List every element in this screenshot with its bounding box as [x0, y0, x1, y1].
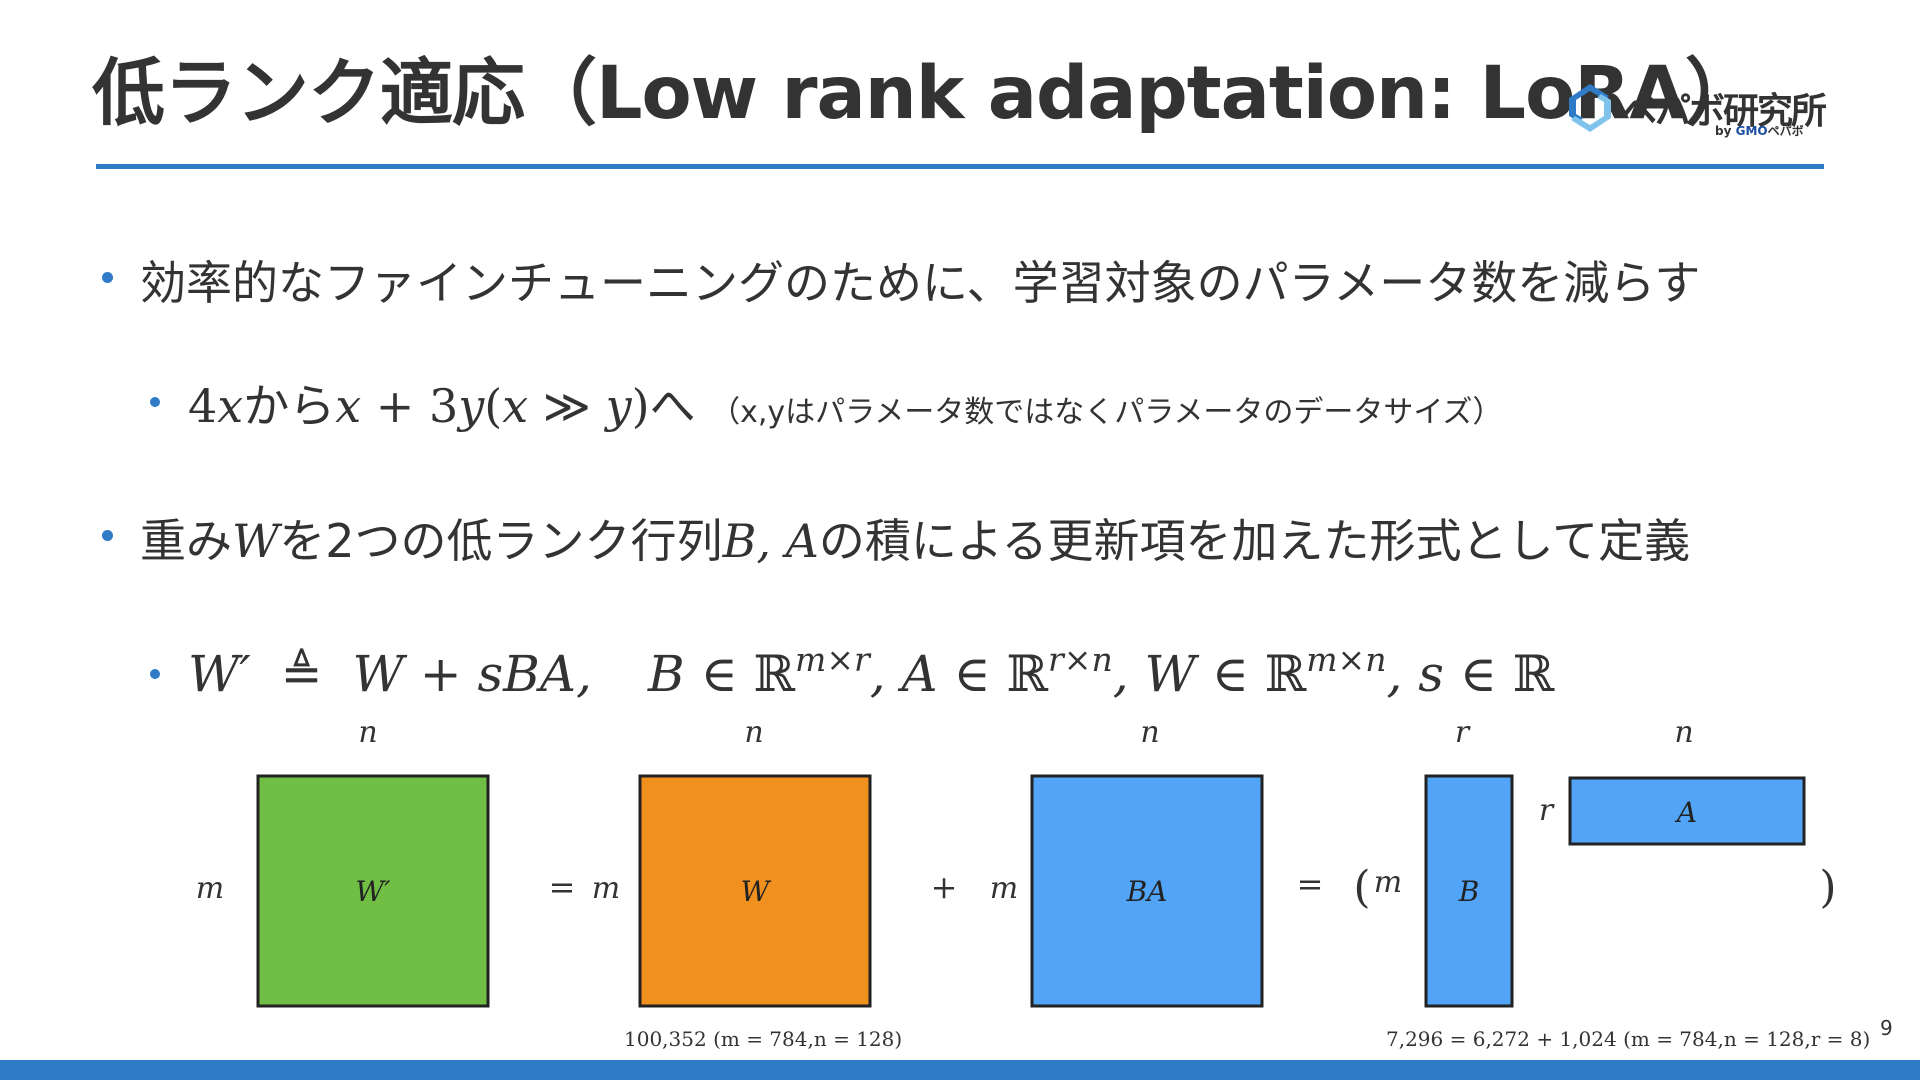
label-ba: BA [1126, 875, 1168, 908]
label-w-prime: W′ [355, 875, 391, 908]
lora-matrix-diagram: n m W′ = m n W + m n BA = ( m r B n r A … [196, 720, 1871, 1051]
math-s: , s [1386, 645, 1444, 703]
math-4: 4 [188, 379, 218, 433]
label-r: r [1455, 720, 1471, 750]
math-in-R: ∈ ℝ [1195, 645, 1307, 703]
bullet-dot [150, 397, 160, 407]
bullet-dot [102, 272, 113, 283]
equals-sign: = [549, 868, 576, 906]
math-defeq: ≜ [264, 645, 339, 703]
math-x: x [335, 379, 362, 433]
label-n: n [358, 720, 377, 750]
math-W-prime: W′ [188, 645, 251, 703]
label-m: m [592, 871, 620, 906]
math-x: x [502, 379, 529, 433]
math-y: y [605, 379, 632, 433]
label-m: m [1374, 865, 1402, 900]
math-x: x [217, 379, 244, 433]
math-B-A: B, A [722, 514, 819, 568]
matrix-b [1424, 774, 1514, 1008]
math-paren: ( [484, 379, 503, 433]
matrix-a [1568, 776, 1806, 846]
text-post: の積による更新項を加えた形式として定義 [818, 514, 1691, 568]
math-W: , W [1112, 645, 1196, 703]
logo-pepabo: ペパボ [1767, 124, 1804, 138]
logo-byline: by GMOペパボ [1715, 122, 1804, 139]
logo-wordmark: ペパボ研究所 [1621, 91, 1827, 132]
math-in-R: ∈ ℝ [1443, 645, 1555, 703]
bullet-2-text: 4xからx + 3y(x ≫ y)へ （x,yはパラメータ数ではなくパラメータの… [188, 370, 1502, 436]
bullet-2-note: （x,yはパラメータ数ではなくパラメータのデータサイズ） [710, 395, 1503, 430]
text-omomi: 重み [140, 514, 232, 568]
text-he: へ [649, 379, 696, 433]
math-B: B [647, 645, 685, 703]
bullet-4-equation: W′ ≜ W + sBA, B ∈ ℝm×r, A ∈ ℝr×n, W ∈ ℝm×… [188, 640, 1554, 703]
caption-full-params: 100,352 (m = 784,n = 128) [624, 1027, 902, 1051]
slide-title: 低ランク適応（Low rank adaptation: LoRA） [92, 51, 1758, 136]
plus-sign: + [931, 868, 958, 906]
label-n: n [744, 720, 763, 750]
matrix-w-prime [256, 774, 490, 1008]
page-number: 9 [1880, 1016, 1893, 1040]
math-plus-3: + 3 [361, 379, 459, 433]
matrix-ba [1030, 774, 1264, 1008]
bullet-1-text: 効率的なファインチューニングのために、学習対象のパラメータ数を減らす [140, 256, 1701, 310]
label-n: n [1674, 720, 1693, 750]
text-kara: から [243, 379, 336, 433]
label-w: W [741, 875, 772, 908]
label-n: n [1140, 720, 1159, 750]
logo-mark-icon [1569, 84, 1611, 132]
label-r: r [1539, 793, 1555, 828]
bullet-3-text: 重みWを2つの低ランク行列B, Aの積による更新項を加えた形式として定義 [140, 505, 1690, 571]
math-y: y [458, 379, 485, 433]
pepabo-lab-logo: ペパボ研究所 by GMOペパボ [1565, 78, 1827, 139]
label-m: m [196, 871, 224, 906]
math-sup-rxn: r×n [1048, 640, 1113, 679]
logo-by: by [1715, 124, 1732, 138]
math-in-R: ∈ ℝ [937, 645, 1049, 703]
label-b: B [1458, 875, 1480, 908]
right-paren: ) [1819, 862, 1836, 913]
label-a: A [1674, 796, 1697, 829]
equals-sign: = [1297, 865, 1324, 903]
label-m: m [990, 871, 1018, 906]
math-paren: ) [631, 379, 650, 433]
matrix-w [638, 774, 872, 1008]
math-in-R: ∈ ℝ [684, 645, 796, 703]
bullet-dot [102, 530, 113, 541]
math-rhs: W + sBA, [352, 645, 592, 703]
math-sup-mxn: m×n [1306, 640, 1387, 679]
math-gg: ≫ [528, 379, 606, 433]
text-mid: を2つの低ランク行列 [279, 514, 723, 568]
footer-bar [0, 1060, 1920, 1080]
math-W: W [232, 514, 280, 568]
title-underline [96, 164, 1824, 169]
left-paren: ( [1353, 862, 1370, 913]
bullet-dot [150, 669, 160, 679]
logo-gmo: GMO [1735, 124, 1768, 138]
caption-lora-params: 7,296 = 6,272 + 1,024 (m = 784,n = 128,r… [1386, 1027, 1870, 1051]
math-A: , A [869, 645, 938, 703]
math-sup-mxr: m×r [795, 640, 870, 679]
